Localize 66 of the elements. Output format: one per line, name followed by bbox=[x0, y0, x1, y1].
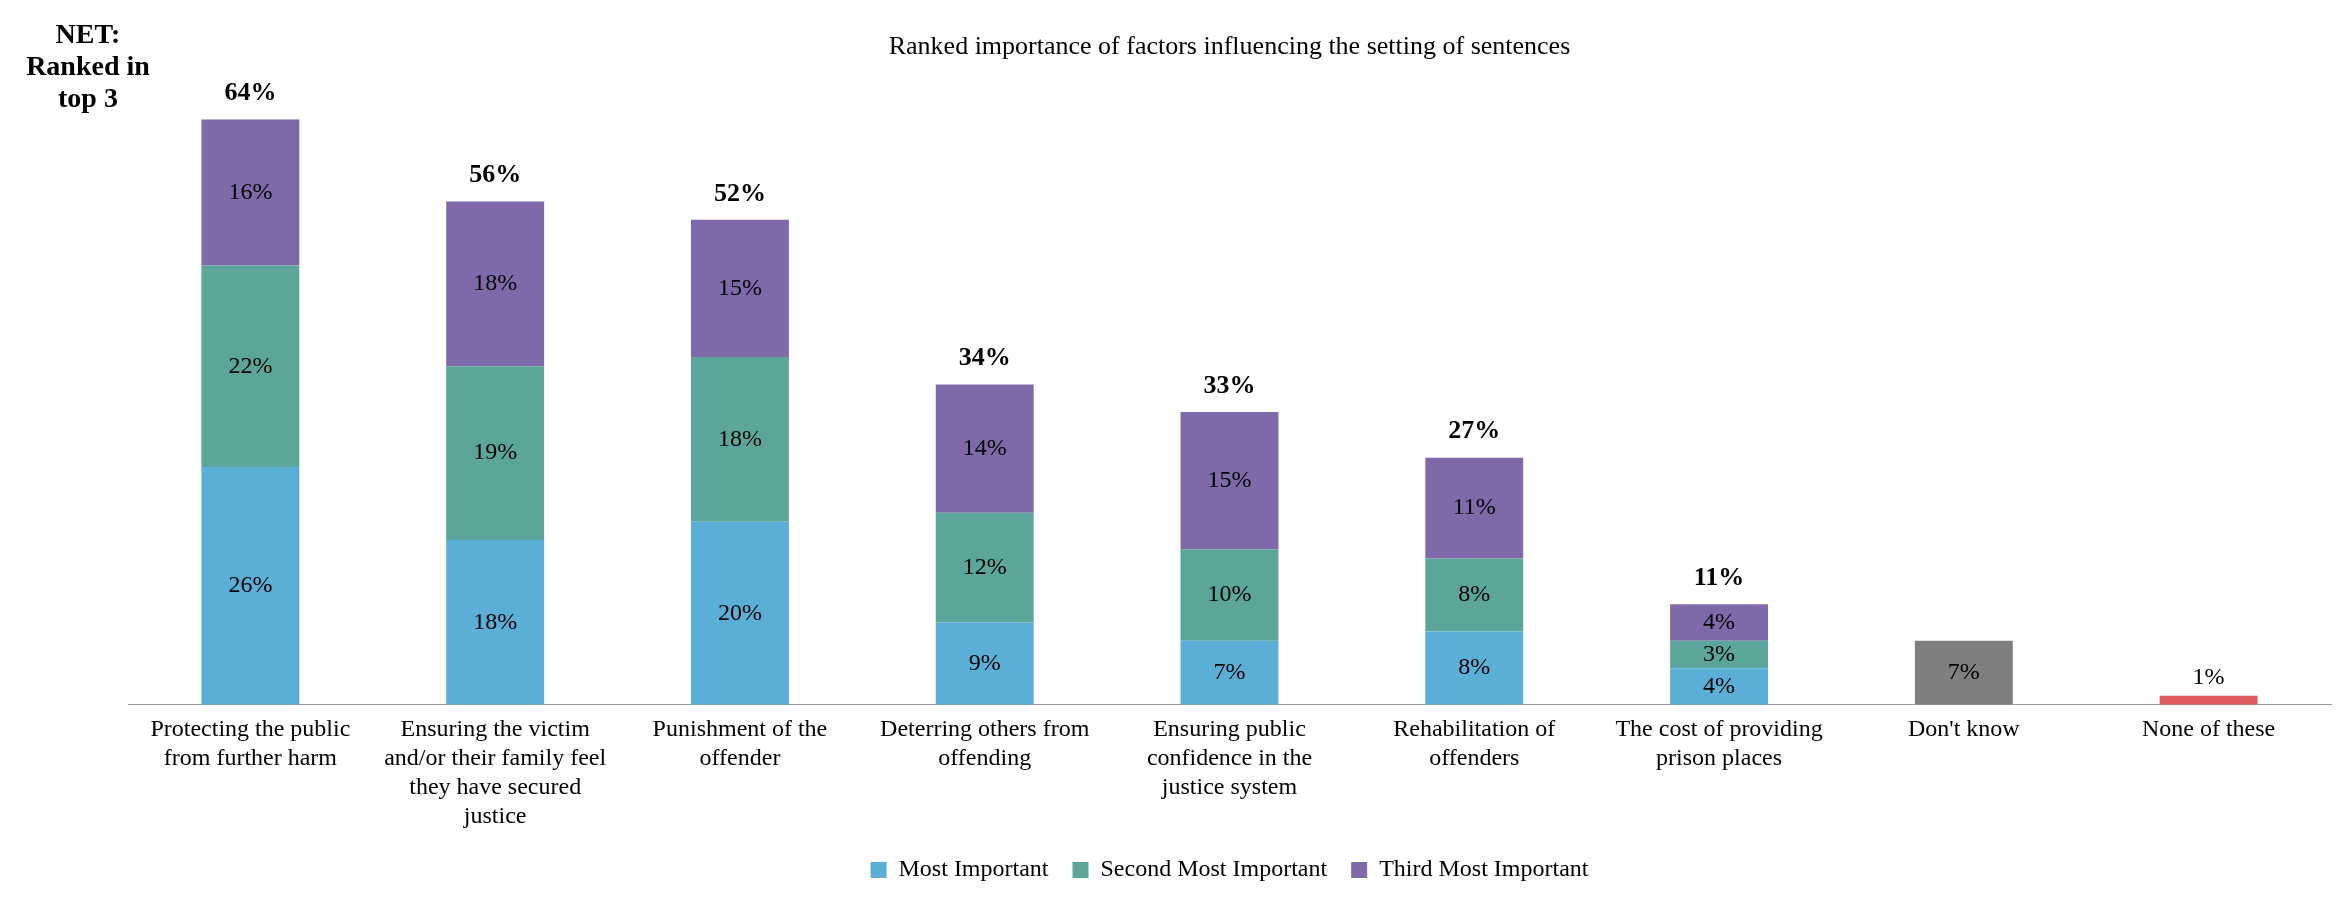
x-tick-label: Rehabilitation of offenders bbox=[1393, 715, 1556, 771]
chart-title: Ranked importance of factors influencing the setting of sentences bbox=[888, 31, 1571, 61]
bar bbox=[935, 622, 1034, 705]
total-label: 27% bbox=[1448, 415, 1501, 445]
data-label: 15% bbox=[1207, 465, 1252, 492]
data-label: 16% bbox=[228, 177, 273, 204]
bar bbox=[690, 357, 789, 522]
bar bbox=[446, 201, 545, 367]
data-label: 9% bbox=[968, 648, 1001, 675]
x-tick-label: Ensuring public confidence in the justice system bbox=[1146, 715, 1313, 800]
bar bbox=[935, 384, 1034, 513]
bar bbox=[1914, 640, 2013, 705]
data-label: 18% bbox=[717, 424, 762, 451]
total-label: 56% bbox=[469, 159, 522, 189]
x-tick-label: Deterring others from offending bbox=[880, 715, 1090, 771]
data-label: 14% bbox=[962, 433, 1007, 460]
total-label: 64% bbox=[224, 76, 277, 106]
bar bbox=[1180, 640, 1279, 705]
bar bbox=[1670, 640, 1769, 669]
bar bbox=[690, 521, 789, 705]
data-label: 7% bbox=[1213, 658, 1246, 685]
bar bbox=[446, 540, 545, 705]
text: NET: Ranked in top 3 bbox=[26, 18, 151, 114]
legend-label: Third Most Important bbox=[1379, 855, 1589, 882]
total-label: 52% bbox=[713, 177, 766, 207]
data-label: 18% bbox=[473, 269, 518, 296]
x-tick-label: Don't know bbox=[1908, 715, 2021, 742]
bar bbox=[201, 119, 300, 266]
legend-label: Second Most Important bbox=[1100, 855, 1328, 882]
data-label: 4% bbox=[1703, 607, 1736, 634]
x-tick-label: Ensuring the victim and/or their family feel they have secured justice bbox=[384, 715, 607, 828]
bar bbox=[446, 366, 545, 541]
x-tick-label: Protecting the public from further harm bbox=[150, 715, 351, 771]
data-label: 22% bbox=[228, 351, 273, 378]
bar bbox=[1180, 549, 1279, 641]
bar bbox=[1425, 631, 1524, 705]
data-label: 4% bbox=[1703, 671, 1736, 698]
data-label: 8% bbox=[1458, 580, 1491, 607]
data-label: 10% bbox=[1207, 580, 1252, 607]
total-label: 34% bbox=[958, 342, 1011, 372]
data-label: 15% bbox=[717, 273, 762, 300]
x-tick-label: Punishment of the offender bbox=[652, 715, 828, 771]
bar bbox=[1670, 668, 1769, 705]
bar bbox=[201, 466, 300, 705]
data-label: 3% bbox=[1703, 639, 1736, 666]
bar bbox=[1180, 412, 1279, 550]
bar bbox=[690, 219, 789, 358]
data-label: 11% bbox=[1452, 493, 1496, 520]
x-tick-label: The cost of providing prison places bbox=[1615, 715, 1823, 771]
data-label: 19% bbox=[473, 438, 518, 465]
data-label: 7% bbox=[1947, 658, 1980, 685]
data-label: 1% bbox=[2192, 662, 2225, 689]
data-label: 18% bbox=[473, 607, 518, 634]
x-tick-label: None of these bbox=[2141, 715, 2276, 742]
bar bbox=[1670, 604, 1769, 641]
bar bbox=[201, 265, 300, 467]
bar bbox=[1425, 457, 1524, 559]
data-label: 26% bbox=[228, 571, 273, 598]
data-label: 12% bbox=[962, 552, 1007, 579]
data-label: 20% bbox=[717, 598, 762, 625]
total-label: 33% bbox=[1203, 369, 1256, 399]
bar bbox=[1425, 558, 1524, 632]
bar bbox=[935, 512, 1034, 623]
data-label: 8% bbox=[1458, 653, 1491, 680]
total-label: 11% bbox=[1693, 561, 1745, 591]
legend-label: Most Important bbox=[898, 855, 1049, 882]
